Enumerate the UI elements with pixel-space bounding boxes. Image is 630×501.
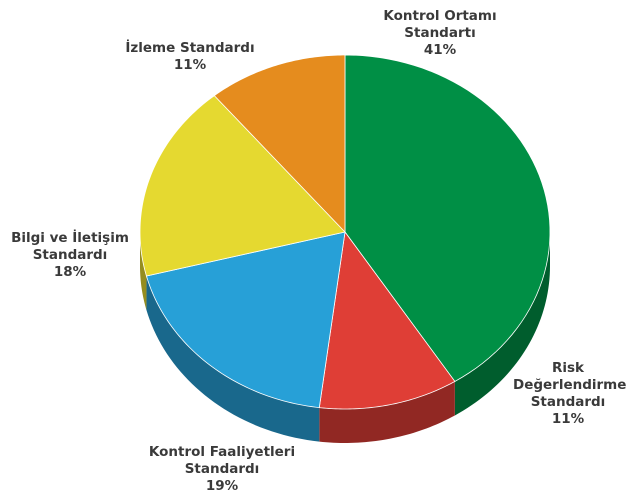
category-name: Risk Değerlendirme Standardı xyxy=(513,360,627,410)
slice-label: Bilgi ve İletişim Standardı 18% xyxy=(0,230,140,281)
slice xyxy=(318,230,456,410)
slice-label: Kontrol Faaliyetleri Standardı 19% xyxy=(137,444,307,495)
slice-label: Risk Değerlendirme Standardı 11% xyxy=(513,360,627,428)
slice xyxy=(213,54,346,233)
category-name: İzleme Standardı xyxy=(125,40,255,56)
value-label: 11% xyxy=(173,57,207,73)
slice-side xyxy=(146,276,320,442)
category-name: Kontrol Faaliyetleri Standardı xyxy=(148,444,296,477)
value-label: 11% xyxy=(551,411,585,427)
value-label: 18% xyxy=(53,264,87,280)
category-name: Bilgi ve İletişim Standardı xyxy=(11,230,129,263)
slice-label: Kontrol Ortamı Standartı 41% xyxy=(380,8,500,59)
slice xyxy=(139,95,346,277)
category-name: Kontrol Ortamı Standartı xyxy=(383,8,497,41)
slice-side xyxy=(319,381,455,443)
slice xyxy=(145,231,346,409)
value-label: 41% xyxy=(423,42,457,58)
slice-side xyxy=(454,232,550,416)
slice-side xyxy=(140,232,147,311)
slice-label: İzleme Standardı 11% xyxy=(110,40,270,74)
slice xyxy=(344,54,551,382)
value-label: 19% xyxy=(205,478,239,494)
